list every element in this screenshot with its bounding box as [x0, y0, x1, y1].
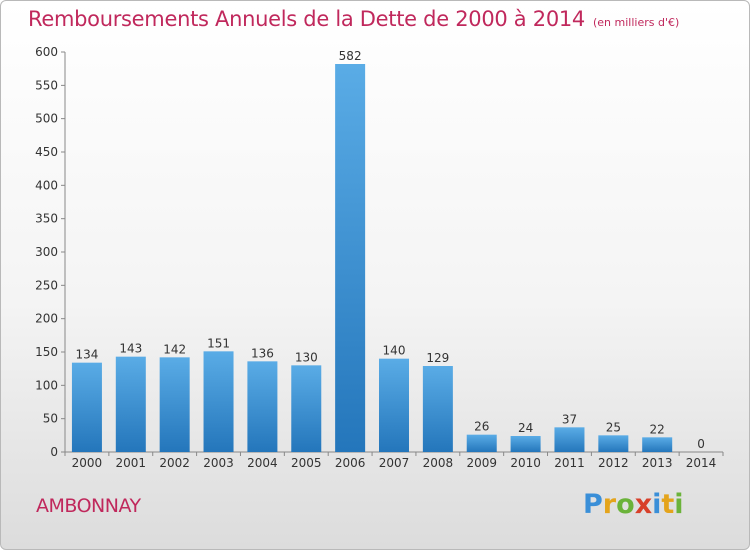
logo-letter: x	[634, 489, 653, 520]
x-tick-label: 2010	[510, 456, 541, 470]
x-tick-label: 2006	[335, 456, 366, 470]
y-tick-label: 250	[35, 278, 58, 292]
bar-2013	[642, 437, 673, 452]
data-label-2012: 25	[606, 420, 621, 434]
data-label-2011: 37	[562, 412, 577, 426]
x-tick-label: 2002	[159, 456, 190, 470]
proxiti-logo: Proxiti	[583, 489, 684, 520]
y-tick-label: 100	[35, 378, 58, 392]
chart-axes: 0501001502002503003504004505005506002000…	[35, 45, 724, 470]
data-label-2009: 26	[474, 420, 489, 434]
logo-letter: P	[583, 489, 603, 520]
bar-2009	[466, 434, 497, 452]
y-tick-label: 50	[43, 412, 58, 426]
data-label-2014: 0	[697, 437, 705, 451]
x-tick-label: 2000	[72, 456, 103, 470]
data-label-2002: 142	[163, 342, 186, 356]
data-label-2000: 134	[75, 348, 98, 362]
bar-2001	[115, 356, 146, 452]
chart-data-labels: 134 143 142 151 136 130 582 140 129 26 24 37 25 22 0	[75, 49, 704, 451]
bar-2000	[71, 362, 102, 452]
bar-2005	[291, 365, 322, 452]
chart-unit: (en milliers d'€)	[593, 16, 680, 29]
x-tick-label: 2008	[423, 456, 454, 470]
y-tick-label: 550	[35, 78, 58, 92]
x-tick-label: 2001	[116, 456, 147, 470]
y-tick-label: 350	[35, 212, 58, 226]
bar-2011	[554, 427, 585, 452]
x-tick-label: 2003	[203, 456, 234, 470]
logo-letter: i	[674, 489, 684, 520]
x-tick-label: 2013	[642, 456, 673, 470]
logo-letter: o	[616, 489, 635, 520]
data-label-2010: 24	[518, 421, 533, 435]
data-label-2004: 136	[251, 346, 274, 360]
x-tick-label: 2012	[598, 456, 629, 470]
y-tick-label: 300	[35, 245, 58, 259]
chart-bars	[71, 64, 673, 452]
y-tick-label: 400	[35, 178, 58, 192]
logo-letter: t	[661, 489, 675, 520]
x-tick-label: 2014	[686, 456, 717, 470]
y-tick-label: 500	[35, 112, 58, 126]
y-tick-label: 600	[35, 45, 58, 59]
bar-2002	[159, 357, 190, 452]
x-tick-label: 2009	[466, 456, 497, 470]
x-tick-label: 2011	[554, 456, 585, 470]
bar-2010	[510, 436, 541, 452]
data-label-2007: 140	[383, 344, 406, 358]
bar-2003	[203, 351, 234, 452]
chart-title-text: Remboursements Annuels de la Dette de 20…	[28, 7, 585, 31]
y-tick-label: 450	[35, 145, 58, 159]
logo-letter: r	[602, 489, 617, 520]
data-label-2013: 22	[650, 422, 665, 436]
data-label-2001: 143	[119, 342, 142, 356]
data-label-2006: 582	[339, 49, 362, 63]
x-tick-label: 2007	[379, 456, 410, 470]
bar-2008	[422, 366, 453, 452]
data-label-2003: 151	[207, 336, 230, 350]
bar-2012	[598, 435, 629, 452]
chart-title: Remboursements Annuels de la Dette de 20…	[28, 7, 679, 31]
y-tick-label: 0	[50, 445, 58, 459]
data-label-2005: 130	[295, 350, 318, 364]
y-tick-label: 200	[35, 312, 58, 326]
bar-2006	[335, 64, 366, 452]
data-label-2008: 129	[426, 351, 449, 365]
bar-2007	[379, 358, 409, 452]
logo-letter: i	[652, 489, 662, 520]
x-tick-label: 2004	[247, 456, 278, 470]
bar-2004	[247, 361, 278, 452]
x-tick-label: 2005	[291, 456, 322, 470]
y-tick-label: 150	[35, 345, 58, 359]
town-name: AMBONNAY	[36, 495, 141, 517]
